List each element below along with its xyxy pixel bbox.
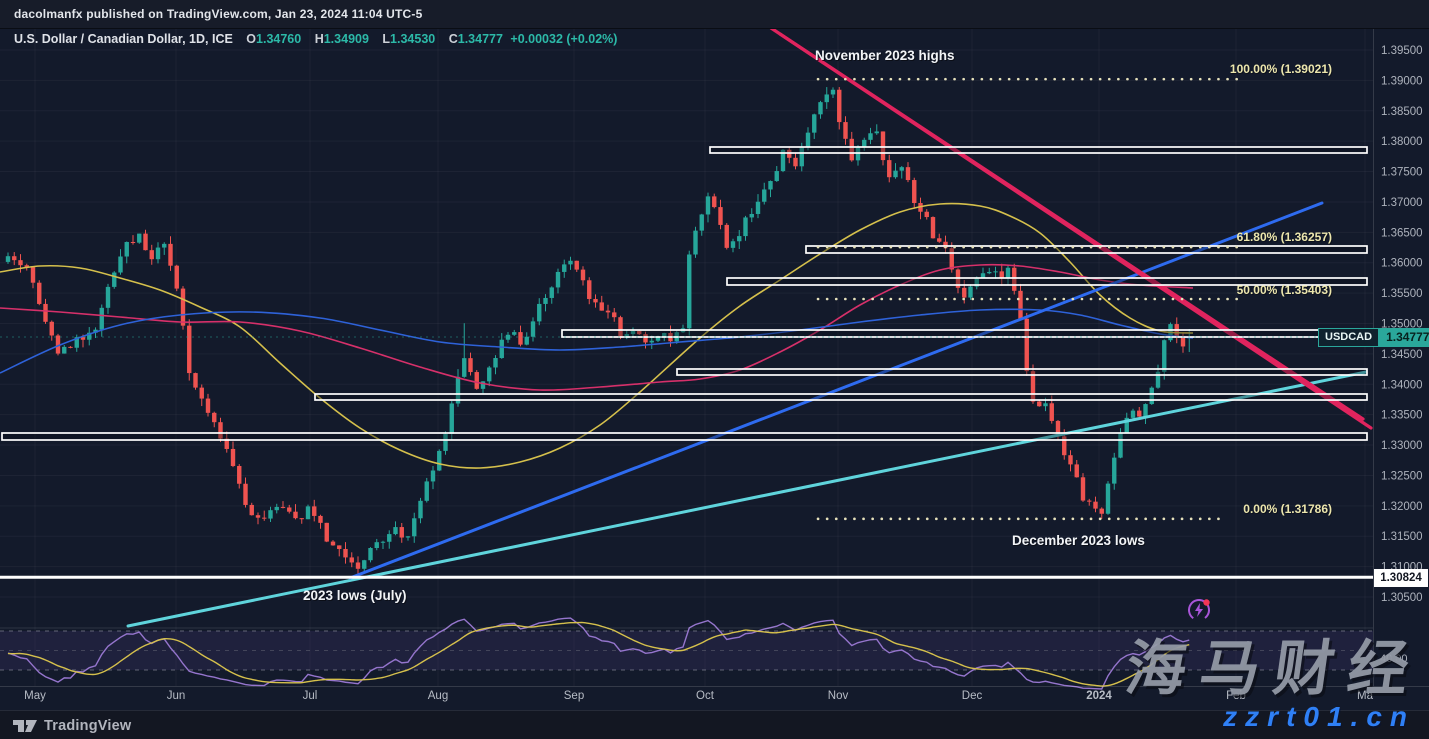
fib-label-50[interactable]: 50.00% (1.35403) <box>1236 283 1332 297</box>
publication-bar: dacolmanfx published on TradingView.com,… <box>0 0 1429 29</box>
svg-text:1.37500: 1.37500 <box>1381 167 1423 179</box>
symbol-title: U.S. Dollar / Canadian Dollar, 1D, ICE <box>14 32 233 46</box>
rsi-line <box>7 617 1190 690</box>
footer-bar: TradingView <box>0 710 1429 739</box>
svg-text:Nov: Nov <box>828 690 849 702</box>
high-label: H <box>314 32 324 46</box>
rsi-axis-tick: 40.00 <box>1380 653 1408 665</box>
svg-text:1.35500: 1.35500 <box>1381 288 1423 300</box>
svg-text:1.39000: 1.39000 <box>1381 75 1423 87</box>
svg-text:1.34500: 1.34500 <box>1381 349 1423 361</box>
svg-text:May: May <box>24 690 46 702</box>
flash-icon <box>1188 599 1210 621</box>
flash-events-button[interactable] <box>1186 597 1212 623</box>
symbol-legend[interactable]: U.S. Dollar / Canadian Dollar, 1D, ICE O… <box>14 32 617 46</box>
svg-text:Aug: Aug <box>428 690 448 702</box>
publication-text: dacolmanfx published on TradingView.com,… <box>14 7 423 21</box>
svg-text:1.36500: 1.36500 <box>1381 227 1423 239</box>
low-value: 1.34530 <box>390 32 436 46</box>
watermark-url: zzrt01.cn <box>1223 701 1415 732</box>
annotation-december-lows[interactable]: December 2023 lows <box>1012 533 1145 548</box>
zone-1.3308-1.3320 <box>1 432 1368 441</box>
svg-text:1.39500: 1.39500 <box>1381 45 1423 57</box>
zone-1.3374-1.3384 <box>314 393 1368 401</box>
svg-text:Jun: Jun <box>167 690 186 702</box>
rsi-ma-line <box>7 621 1190 687</box>
watermark-title: 海马财经 <box>1121 635 1428 702</box>
svg-text:1.30500: 1.30500 <box>1381 592 1423 604</box>
svg-text:1.34000: 1.34000 <box>1381 379 1423 391</box>
falling-channel-lower <box>778 32 1373 430</box>
svg-text:Oct: Oct <box>696 690 715 702</box>
svg-text:1.38500: 1.38500 <box>1381 106 1423 118</box>
rising-trendline-blue <box>348 201 1324 580</box>
ma-mid-crimson <box>0 263 1194 391</box>
low-label: L <box>382 32 391 46</box>
zone-1.3478-1.3489 <box>561 329 1325 338</box>
close-value: 1.34777 <box>457 32 503 46</box>
svg-text:1.32500: 1.32500 <box>1381 470 1423 482</box>
last-price-value: 1.34777 <box>1379 328 1429 347</box>
svg-text:1.36000: 1.36000 <box>1381 258 1423 270</box>
ma-slow-blue <box>0 308 1194 374</box>
svg-text:1.37000: 1.37000 <box>1381 197 1423 209</box>
svg-text:1.32000: 1.32000 <box>1381 501 1423 513</box>
fib-label-0[interactable]: 0.00% (1.31786) <box>1243 502 1332 516</box>
tradingview-logo-icon <box>13 719 37 732</box>
last-price-symbol: USDCAD <box>1318 328 1380 347</box>
svg-text:1.38000: 1.38000 <box>1381 136 1423 148</box>
ma-fast-yellow <box>0 202 1194 469</box>
open-label: O <box>246 32 257 46</box>
high-value: 1.34909 <box>323 32 369 46</box>
hline-price-badge: 1.30824 <box>1374 569 1428 587</box>
open-value: 1.34760 <box>256 32 302 46</box>
svg-text:2024: 2024 <box>1086 690 1112 702</box>
fib-label-100[interactable]: 100.00% (1.39021) <box>1229 62 1332 76</box>
svg-text:1.35000: 1.35000 <box>1381 319 1423 331</box>
annotation-november-highs[interactable]: November 2023 highs <box>815 48 955 63</box>
notification-dot-icon <box>1203 599 1210 606</box>
last-price-badge: USDCAD 1.34777 <box>1318 328 1429 347</box>
annotation-july-lows[interactable]: 2023 lows (July) <box>303 588 407 603</box>
zone-1.3415-1.3425 <box>676 368 1368 376</box>
svg-text:1.33000: 1.33000 <box>1381 440 1423 452</box>
change-value: +0.00032 (+0.02%) <box>510 32 618 46</box>
svg-text:Jul: Jul <box>303 690 318 702</box>
svg-text:1.33500: 1.33500 <box>1381 410 1423 422</box>
svg-text:1.31500: 1.31500 <box>1381 531 1423 543</box>
svg-text:Dec: Dec <box>962 690 983 702</box>
rising-support-cyan <box>126 370 1368 628</box>
svg-text:Sep: Sep <box>564 690 584 702</box>
fib-label-618[interactable]: 61.80% (1.36257) <box>1236 230 1332 244</box>
price-axis[interactable] <box>1374 28 1429 686</box>
svg-text:Ma: Ma <box>1357 690 1374 702</box>
zone-1.3563-1.3575 <box>726 277 1368 286</box>
tradingview-brand-text: TradingView <box>44 717 132 734</box>
close-label: C <box>448 32 458 46</box>
pane-separator[interactable] <box>0 627 1373 629</box>
svg-text:Feb: Feb <box>1226 690 1246 702</box>
zone-1.3780-1.3790 <box>709 146 1368 154</box>
zone-1.3616-1.3628 <box>805 245 1368 254</box>
tradingview-logo-link[interactable]: TradingView <box>13 717 131 735</box>
